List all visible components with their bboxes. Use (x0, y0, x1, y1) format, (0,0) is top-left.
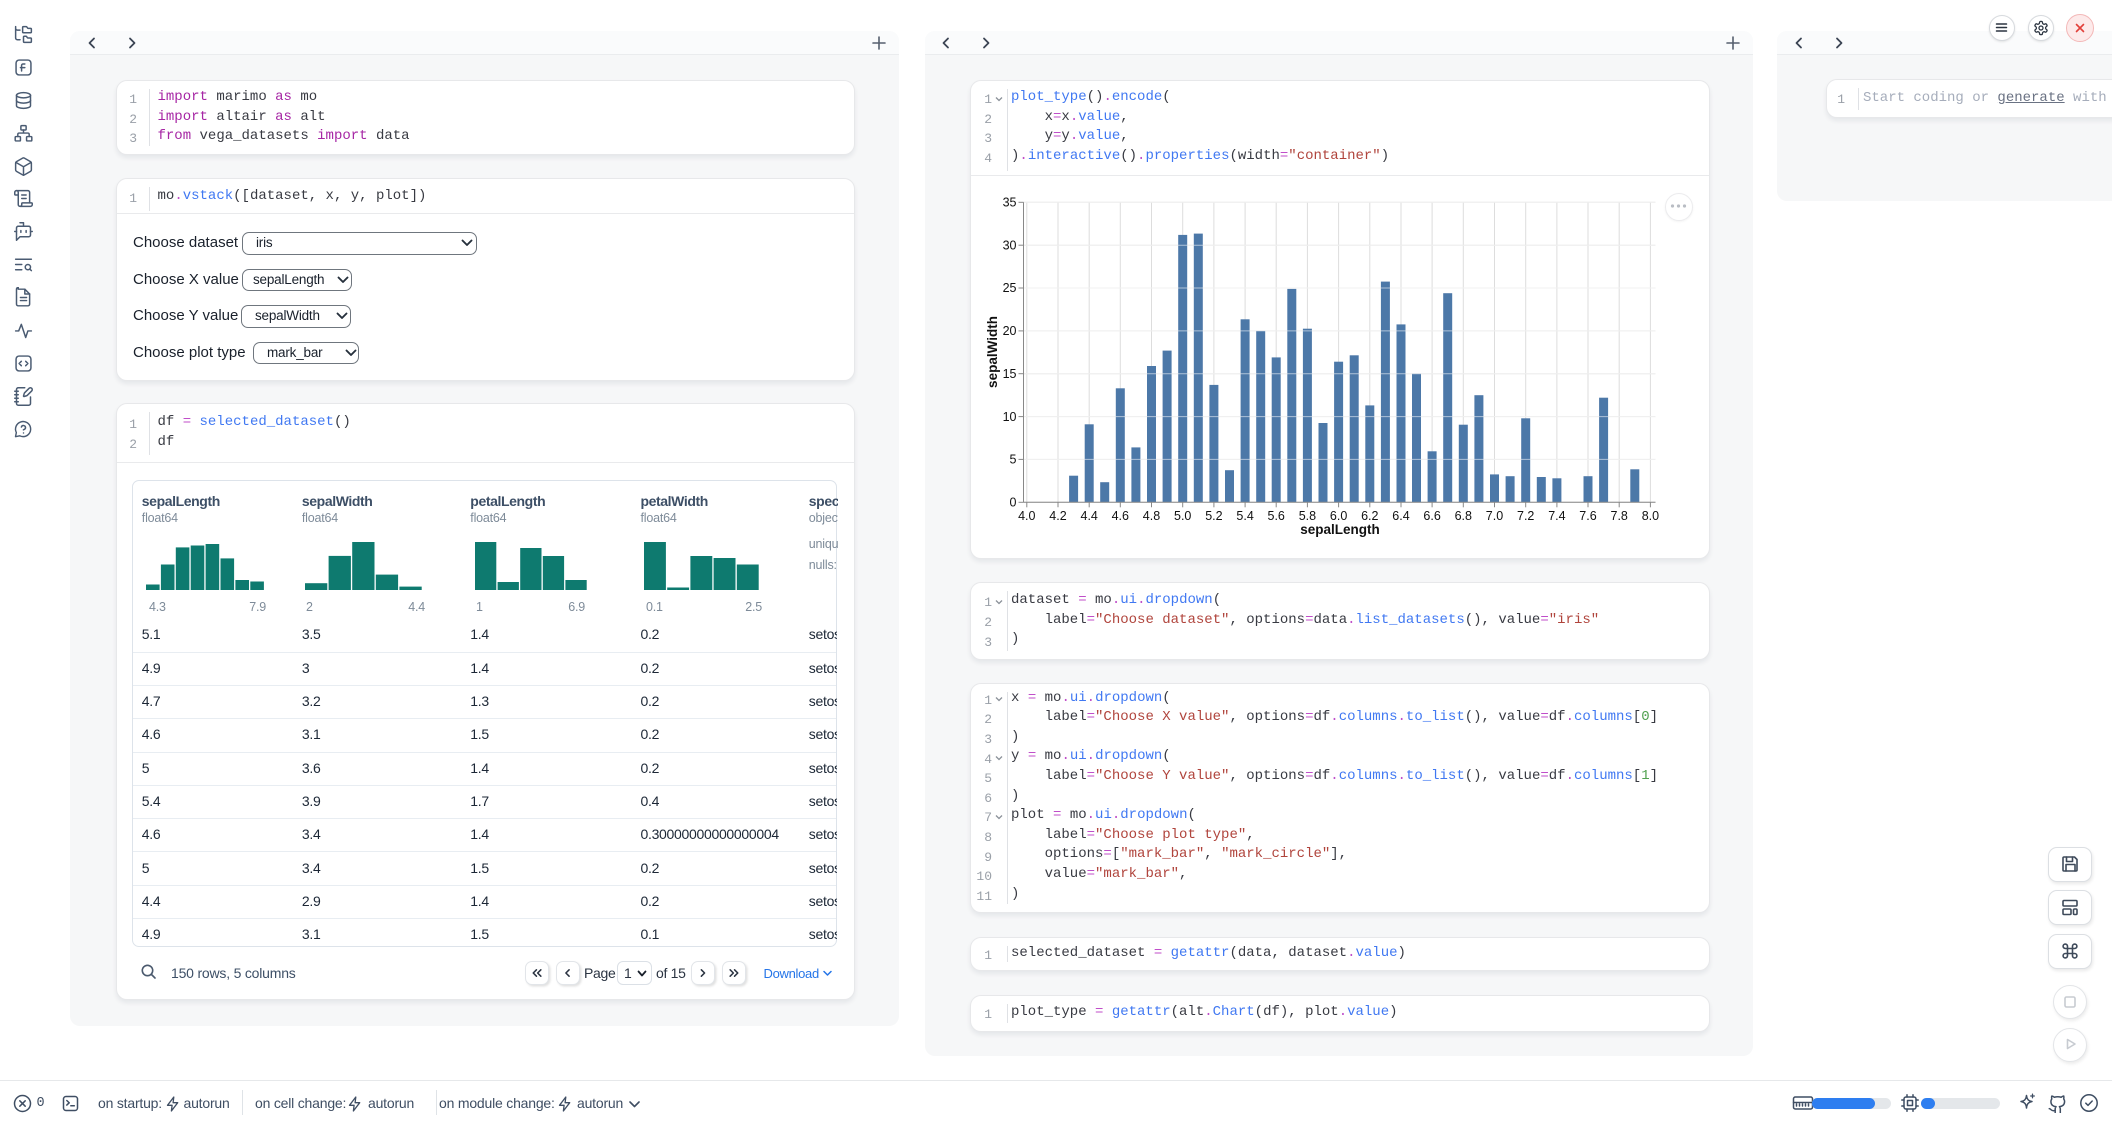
svg-text:25: 25 (1003, 281, 1017, 295)
svg-text:30: 30 (1003, 238, 1017, 252)
svg-text:0: 0 (1010, 496, 1017, 510)
svg-text:4.0: 4.0 (1018, 509, 1035, 523)
svg-text:10: 10 (1003, 410, 1017, 424)
svg-text:7.8: 7.8 (1611, 509, 1628, 523)
svg-text:15: 15 (1003, 367, 1017, 381)
svg-text:4.2: 4.2 (1049, 509, 1066, 523)
svg-text:5.6: 5.6 (1268, 509, 1285, 523)
svg-text:5.2: 5.2 (1205, 509, 1222, 523)
svg-text:sepalWidth: sepalWidth (985, 316, 1000, 388)
svg-text:8.0: 8.0 (1642, 509, 1659, 523)
svg-text:6.4: 6.4 (1392, 509, 1409, 523)
svg-text:20: 20 (1003, 324, 1017, 338)
svg-text:6.8: 6.8 (1455, 509, 1472, 523)
svg-text:35: 35 (1003, 196, 1017, 210)
svg-text:7.4: 7.4 (1548, 509, 1565, 523)
svg-text:4.4: 4.4 (1081, 509, 1098, 523)
svg-text:4.6: 4.6 (1112, 509, 1129, 523)
svg-text:4.8: 4.8 (1143, 509, 1160, 523)
svg-text:6.0: 6.0 (1330, 509, 1347, 523)
svg-text:6.2: 6.2 (1361, 509, 1378, 523)
svg-text:7.6: 7.6 (1579, 509, 1596, 523)
svg-text:7.2: 7.2 (1517, 509, 1534, 523)
svg-text:sepalLength: sepalLength (1300, 522, 1380, 537)
svg-text:7.0: 7.0 (1486, 509, 1503, 523)
svg-text:5.0: 5.0 (1174, 509, 1191, 523)
svg-text:5: 5 (1010, 453, 1017, 467)
svg-text:5.8: 5.8 (1299, 509, 1316, 523)
svg-text:5.4: 5.4 (1236, 509, 1253, 523)
svg-text:6.6: 6.6 (1423, 509, 1440, 523)
